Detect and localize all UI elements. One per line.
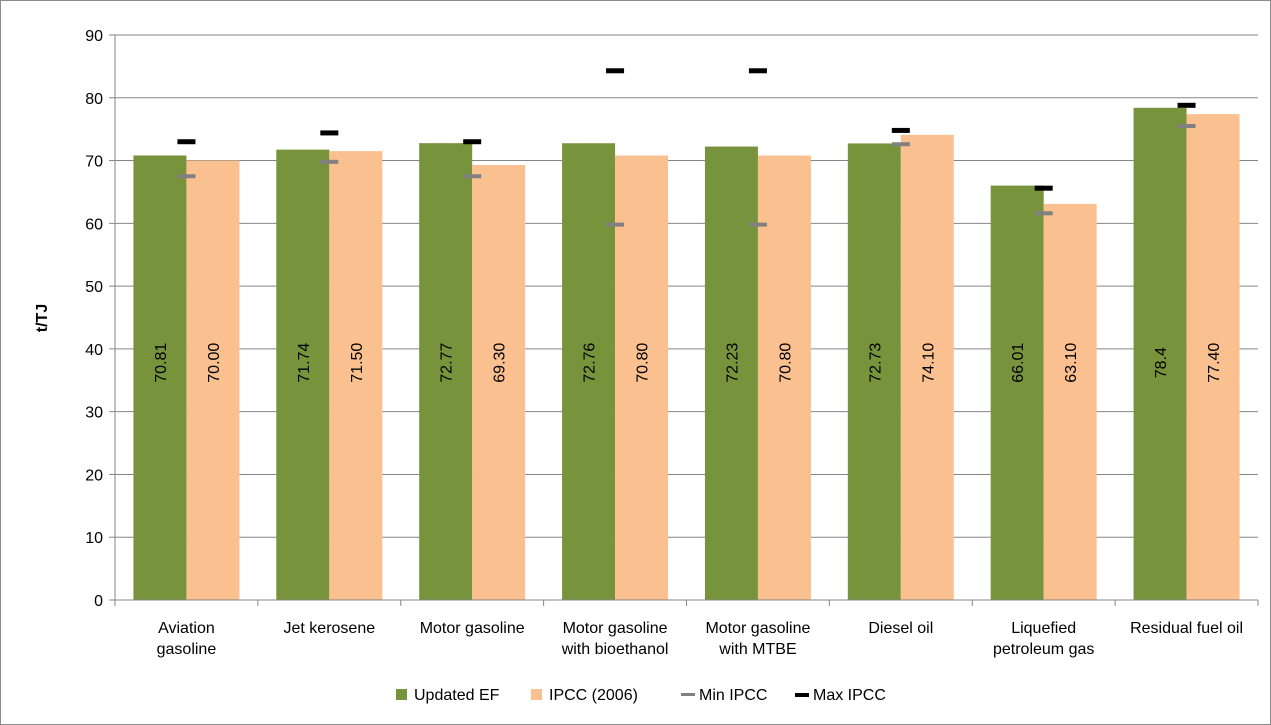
legend: Updated EF IPCC (2006) Min IPCC Max IPCC — [396, 687, 886, 704]
bar-updated-ef — [562, 143, 616, 600]
x-category-label: petroleum gas — [993, 641, 1094, 658]
legend-label: IPCC (2006) — [549, 687, 638, 704]
y-axis-title: t/TJ — [34, 304, 51, 332]
bar-ipcc-2006 — [615, 155, 669, 601]
bar-updated-ef — [419, 143, 473, 600]
y-tick-label: 40 — [85, 342, 103, 359]
x-category-label: Aviation — [158, 620, 215, 637]
bar-value-label-ipcc: 69.30 — [492, 343, 509, 383]
legend-swatch — [795, 693, 809, 697]
bar-updated-ef — [704, 146, 758, 601]
legend-swatch — [531, 689, 542, 700]
max-ipcc-marker — [891, 127, 910, 133]
min-ipcc-marker — [606, 222, 625, 227]
min-ipcc-marker — [891, 142, 910, 147]
bar-updated-ef — [1133, 107, 1187, 601]
bar-value-label-updated-ef: 72.76 — [582, 343, 599, 383]
min-ipcc-marker — [748, 222, 767, 227]
axes: 0 10 20 30 40 50 60 70 80 90 Aviation gasoline Jet k… — [85, 28, 1259, 658]
max-ipcc-marker — [1034, 185, 1053, 191]
x-category-label: with bioethanol — [561, 641, 669, 658]
bar-value-label-updated-ef: 72.77 — [439, 343, 456, 383]
bar-value-label-ipcc: 74.10 — [920, 343, 937, 383]
x-category-label: Motor gasoline — [705, 620, 810, 637]
bar-value-label-updated-ef: 66.01 — [1010, 343, 1027, 383]
x-category-label: Jet kerosene — [284, 620, 376, 637]
range-markers — [177, 68, 1196, 227]
y-tick-label: 70 — [85, 154, 103, 171]
bar-value-label-updated-ef: 71.74 — [296, 343, 313, 383]
x-category-label: Residual fuel oil — [1130, 620, 1243, 637]
bar-ipcc-2006 — [472, 164, 526, 600]
bar-value-label-ipcc: 63.10 — [1063, 343, 1080, 383]
y-tick-label: 60 — [85, 216, 103, 233]
y-tick-label: 90 — [85, 28, 103, 45]
bar-updated-ef — [847, 143, 901, 600]
bar-updated-ef — [276, 149, 330, 601]
x-category-label: Diesel oil — [868, 620, 933, 637]
x-category-label: Motor gasoline — [563, 620, 668, 637]
min-ipcc-marker — [320, 159, 339, 164]
x-category-label: with MTBE — [718, 641, 796, 658]
min-ipcc-marker — [177, 174, 196, 179]
x-category-label: gasoline — [157, 641, 217, 658]
max-ipcc-marker — [463, 139, 482, 145]
max-ipcc-marker — [606, 68, 625, 74]
legend-label: Max IPCC — [813, 687, 886, 704]
bar-value-label-ipcc: 77.40 — [1206, 343, 1223, 383]
legend-swatch — [681, 693, 695, 696]
max-ipcc-marker — [320, 130, 339, 136]
bar-ipcc-2006 — [1043, 203, 1097, 600]
legend-swatch — [396, 689, 407, 700]
legend-label: Updated EF — [414, 687, 500, 704]
bar-value-label-ipcc: 70.80 — [777, 343, 794, 383]
bar-ipcc-2006 — [757, 155, 811, 601]
bar-updated-ef — [990, 185, 1044, 600]
bar-ipcc-2006 — [900, 134, 954, 601]
y-tick-label: 0 — [94, 593, 103, 610]
y-tick-label: 20 — [85, 467, 103, 484]
bar-ipcc-2006 — [186, 160, 240, 601]
bar-ipcc-2006 — [329, 151, 383, 600]
bar-value-label-updated-ef: 78.4 — [1153, 347, 1170, 378]
bar-value-label-updated-ef: 72.73 — [867, 343, 884, 383]
y-tick-label: 10 — [85, 530, 103, 547]
bar-value-label-ipcc: 71.50 — [349, 343, 366, 383]
bar-value-label-ipcc: 70.00 — [206, 343, 223, 383]
min-ipcc-marker — [1034, 211, 1053, 216]
x-category-label: Liquefied — [1011, 620, 1076, 637]
y-tick-label: 80 — [85, 91, 103, 108]
bar-updated-ef — [133, 155, 187, 600]
bar-value-label-updated-ef: 70.81 — [153, 343, 170, 383]
min-ipcc-marker — [463, 174, 482, 179]
max-ipcc-marker — [1177, 102, 1196, 108]
max-ipcc-marker — [177, 139, 196, 145]
bars: 70.81 70.00 71.74 71.50 72.77 69.30 72.76 70.80… — [133, 107, 1240, 601]
bar-value-label-updated-ef: 72.23 — [724, 343, 741, 383]
max-ipcc-marker — [748, 68, 767, 74]
x-category-label: Motor gasoline — [420, 620, 525, 637]
bar-ipcc-2006 — [1186, 114, 1240, 600]
min-ipcc-marker — [1177, 124, 1196, 129]
legend-label: Min IPCC — [699, 687, 767, 704]
y-tick-label: 30 — [85, 405, 103, 422]
y-tick-label: 50 — [85, 279, 103, 296]
bar-value-label-ipcc: 70.80 — [635, 343, 652, 383]
